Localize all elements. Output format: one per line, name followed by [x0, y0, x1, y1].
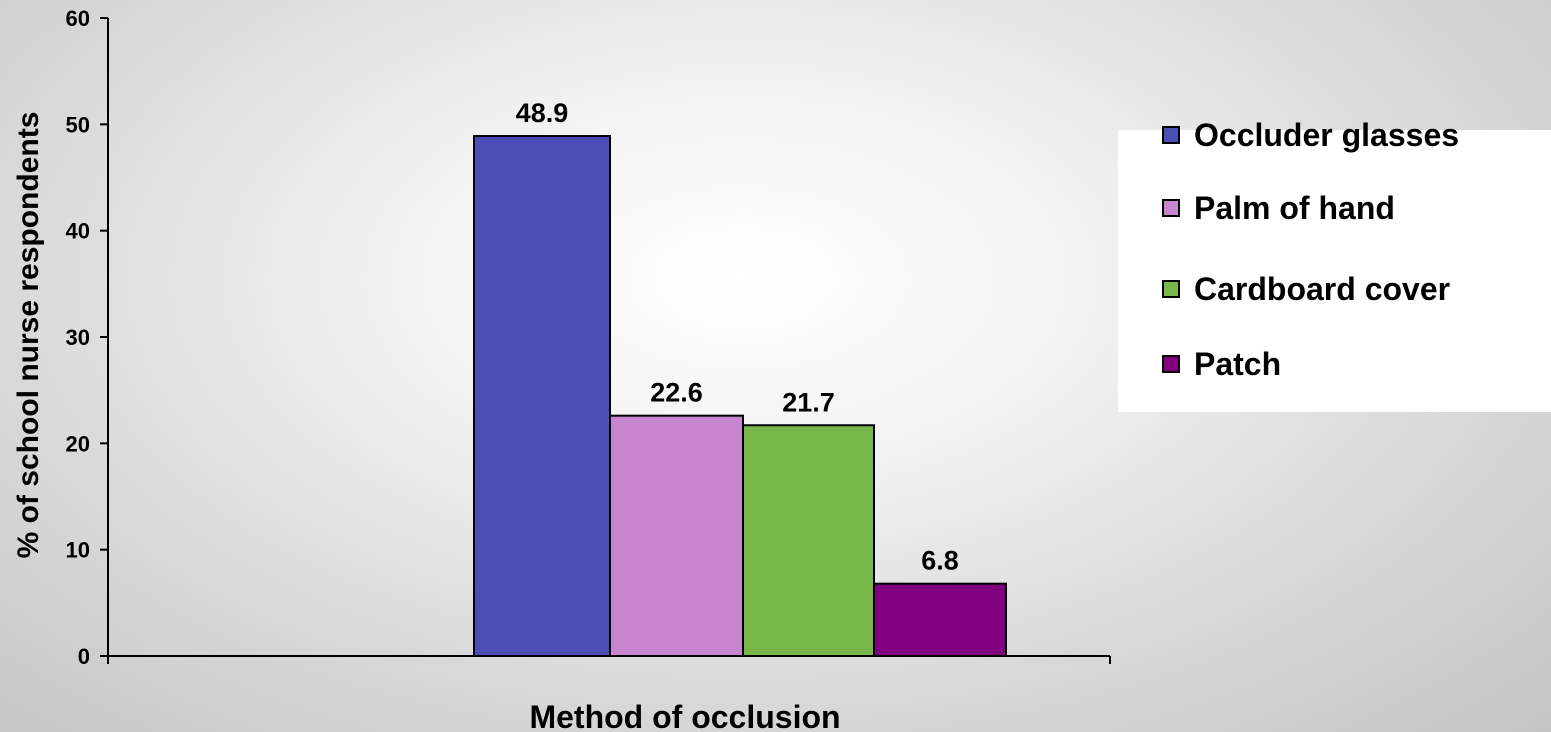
- legend-item-occluder-glasses: Occluder glasses: [1162, 116, 1460, 153]
- data-labels-group: 48.9 22.6 21.7 6.8: [516, 98, 959, 576]
- data-label: 6.8: [921, 546, 959, 576]
- x-axis-label: Method of occlusion: [529, 699, 840, 732]
- y-tick-label: 50: [66, 112, 90, 137]
- legend-swatch-icon: [1162, 126, 1180, 144]
- legend-label: Cardboard cover: [1194, 270, 1451, 307]
- y-tick-label: 30: [66, 325, 90, 350]
- y-tick-label: 10: [66, 538, 90, 563]
- y-tick-label: 40: [66, 219, 90, 244]
- y-tick-label: 60: [66, 6, 90, 31]
- bar-palm-of-hand: [609, 414, 744, 658]
- legend: Occluder glasses Palm of hand Cardboard …: [1118, 117, 1551, 412]
- y-tick-label: 20: [66, 431, 90, 456]
- legend-label: Occluder glasses: [1194, 116, 1460, 153]
- data-label: 21.7: [782, 387, 835, 417]
- legend-swatch-icon: [1162, 355, 1180, 373]
- y-axis-label: % of school nurse respondents: [12, 112, 45, 559]
- legend-label: Palm of hand: [1194, 189, 1395, 226]
- y-ticks-group: 0 10 20 30 40 50 60: [66, 6, 108, 669]
- legend-swatch-icon: [1162, 199, 1180, 217]
- bar-occluder-glasses: [473, 135, 611, 657]
- bar-patch: [873, 582, 1007, 658]
- data-label: 22.6: [650, 378, 703, 408]
- y-tick-label: 0: [78, 644, 90, 669]
- bar-cardboard-cover: [742, 424, 875, 657]
- legend-label: Patch: [1194, 345, 1282, 382]
- data-label: 48.9: [516, 98, 569, 128]
- legend-item-cardboard-cover: Cardboard cover: [1162, 270, 1451, 307]
- legend-item-palm-of-hand: Palm of hand: [1162, 189, 1395, 226]
- legend-item-patch: Patch: [1162, 345, 1282, 382]
- bars-group: [473, 135, 1007, 658]
- legend-swatch-icon: [1162, 280, 1180, 298]
